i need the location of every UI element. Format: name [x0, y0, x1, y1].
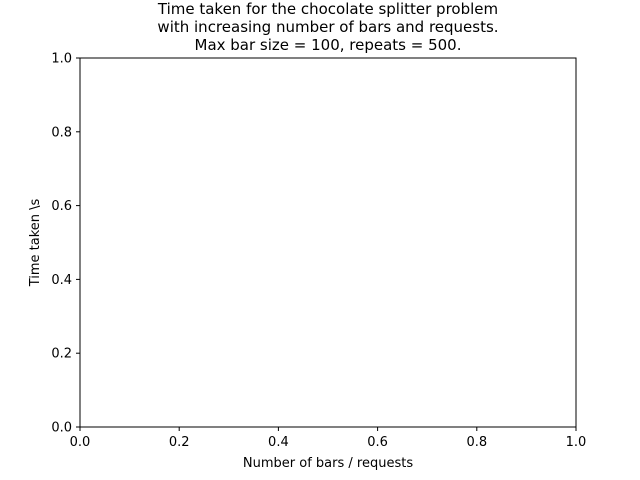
y-axis-label: Time taken \s — [28, 198, 43, 287]
chart-title-line-1: Time taken for the chocolate splitter pr… — [157, 0, 498, 18]
x-axis-ticks: 0.0 0.2 0.4 0.6 0.8 1.0 — [70, 427, 587, 450]
y-tick-label: 0.8 — [51, 125, 72, 140]
y-tick-label: 0.0 — [51, 421, 72, 436]
x-tick-label: 0.6 — [367, 435, 388, 450]
y-tick-label: 0.4 — [51, 273, 72, 288]
chart-title: Time taken for the chocolate splitter pr… — [157, 0, 499, 54]
chart-title-line-3: Max bar size = 100, repeats = 500. — [195, 36, 462, 54]
x-tick-label: 0.4 — [268, 435, 289, 450]
chart-title-line-2: with increasing number of bars and reque… — [157, 18, 498, 36]
plot-area — [79, 57, 577, 428]
x-axis-label: Number of bars / requests — [243, 456, 413, 471]
y-tick-label: 1.0 — [51, 52, 72, 67]
x-tick-label: 0.2 — [169, 435, 190, 450]
y-tick-label: 0.2 — [51, 347, 72, 362]
x-tick-label: 0.8 — [466, 435, 487, 450]
y-tick-label: 0.6 — [51, 199, 72, 214]
x-tick-label: 1.0 — [566, 435, 587, 450]
x-tick-label: 0.0 — [70, 435, 91, 450]
y-axis-ticks: 0.0 0.2 0.4 0.6 0.8 1.0 — [51, 52, 80, 436]
